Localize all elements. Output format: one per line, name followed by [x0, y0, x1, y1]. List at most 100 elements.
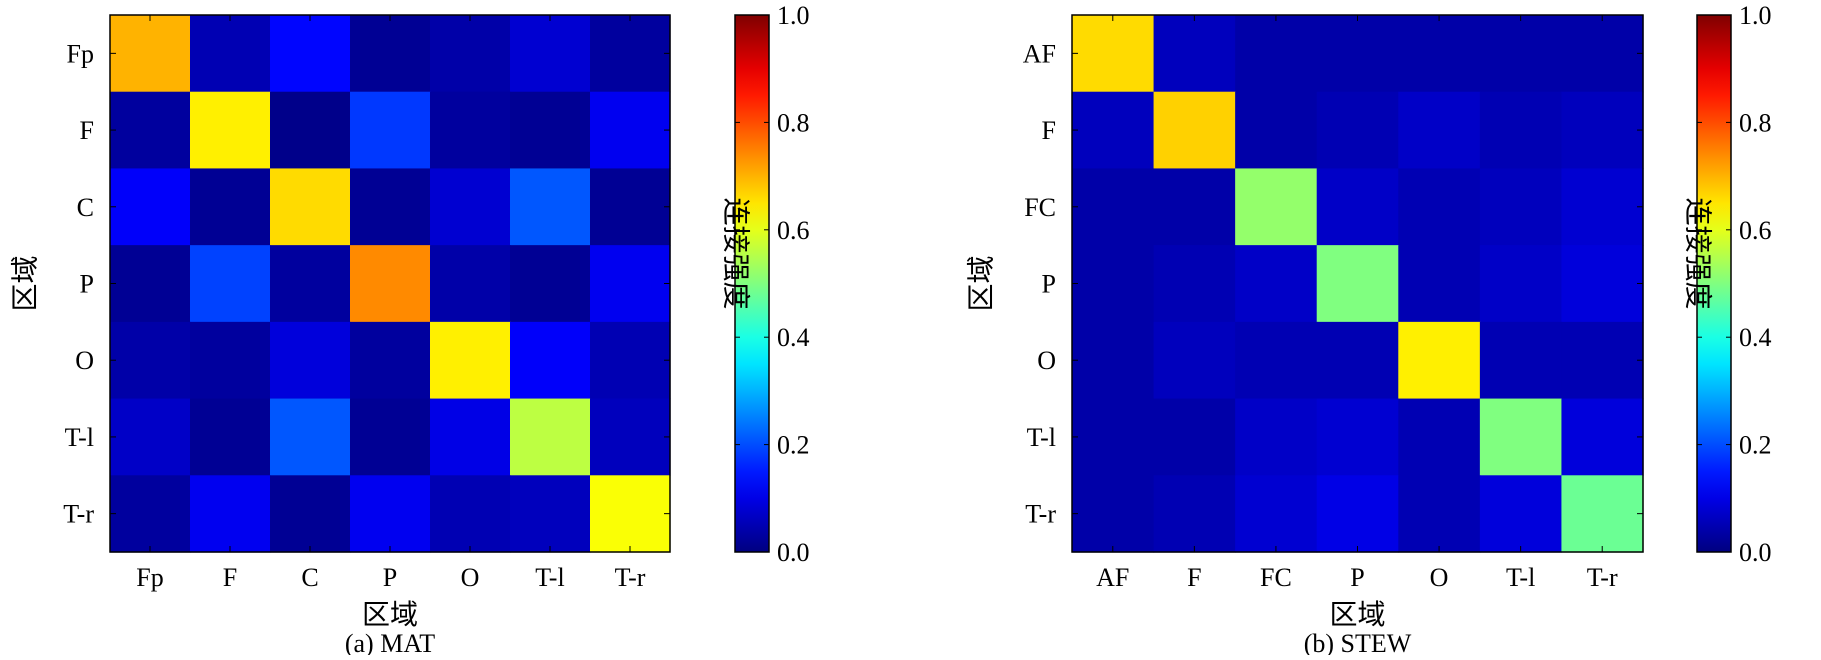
heatmap-cell-F-T-l — [510, 91, 591, 170]
colorbar — [1696, 14, 1732, 553]
heatmap-cell-FC-O — [1398, 168, 1481, 246]
heatmap-cell-C-O — [430, 168, 511, 246]
y-tick-label: P — [80, 270, 94, 299]
heatmap-cell-FC-P — [1316, 168, 1399, 246]
heatmap-cell-FC-F — [1153, 168, 1236, 246]
colorbar-tick-label: 1.0 — [1739, 1, 1772, 30]
heatmap-cell-P-AF — [1072, 245, 1155, 323]
heatmap-cell-T-l-T-l — [1479, 398, 1563, 476]
heatmap-cell-T-l-F — [1153, 398, 1236, 476]
x-axis-label: 区域 — [362, 599, 418, 631]
colorbar-tick-label: 0.6 — [777, 216, 810, 245]
heatmap-cell-Fp-Fp — [110, 15, 191, 93]
heatmap-cell-P-T-l — [510, 245, 591, 323]
heatmap-cell-FC-AF — [1072, 168, 1155, 246]
heatmap-cell-O-Fp — [110, 321, 191, 400]
heatmap-cell-T-r-T-l — [510, 475, 591, 553]
x-tick-label: T-r — [1587, 563, 1618, 592]
x-tick-label: FC — [1260, 563, 1292, 592]
y-tick-label: C — [77, 193, 94, 222]
heatmap-cell-AF-AF — [1072, 15, 1155, 93]
heatmap-cell-C-T-l — [510, 168, 591, 246]
heatmap-cell-F-O — [430, 91, 511, 170]
heatmap-cell-O-T-l — [1479, 321, 1563, 400]
x-tick-label: AF — [1096, 563, 1129, 592]
heatmap-cell-FC-FC — [1235, 168, 1318, 246]
colorbar-tick-label: 0.4 — [777, 323, 810, 352]
heatmap-cell-P-P — [350, 245, 431, 323]
panel-caption: (a) MAT — [345, 629, 435, 655]
heatmap-cell-FC-T-l — [1479, 168, 1563, 246]
y-tick-label: O — [1037, 346, 1056, 375]
colorbar-tick-label: 1.0 — [777, 1, 810, 30]
heatmap-cell-F-Fp — [110, 91, 191, 170]
heatmap-cell-Fp-T-r — [590, 15, 671, 93]
heatmap-cell-T-l-O — [1398, 398, 1481, 476]
heatmap-cell-P-P — [1316, 245, 1399, 323]
x-axis-label: 区域 — [1329, 599, 1385, 631]
colorbar-tick-label: 0.8 — [1739, 108, 1772, 137]
heatmap-cell-P-F — [190, 245, 271, 323]
heatmap-cell-T-r-T-r — [590, 475, 671, 553]
heatmap-cell-P-Fp — [110, 245, 191, 323]
heatmap-cell-P-T-r — [590, 245, 671, 323]
heatmap-cell-P-FC — [1235, 245, 1318, 323]
y-tick-label: T-l — [65, 423, 94, 452]
y-tick-label: T-r — [1025, 500, 1056, 529]
heatmap-cell-O-P — [350, 321, 431, 400]
heatmap-cell-F-FC — [1235, 91, 1318, 170]
x-tick-label: P — [383, 563, 397, 592]
x-tick-label: T-l — [1506, 563, 1535, 592]
heatmap-cell-O-T-r — [1561, 321, 1644, 400]
y-tick-label: O — [75, 346, 94, 375]
x-tick-label: O — [461, 563, 480, 592]
y-tick-label: F — [1042, 116, 1056, 145]
heatmap-cell-AF-O — [1398, 15, 1481, 93]
y-tick-label: AF — [1023, 39, 1056, 68]
heatmap-cell-F-F — [190, 91, 271, 170]
heatmap-cell-F-T-r — [1561, 91, 1644, 170]
heatmap-cell-T-l-O — [430, 398, 511, 476]
heatmap-cell-T-r-F — [1153, 475, 1236, 553]
heatmap-cell-P-T-l — [1479, 245, 1563, 323]
x-tick-label: C — [301, 563, 318, 592]
heatmap-cell-T-l-Fp — [110, 398, 191, 476]
heatmap-cell-P-C — [270, 245, 351, 323]
x-tick-label: Fp — [136, 563, 163, 592]
heatmap-cell-T-l-T-r — [1561, 398, 1644, 476]
heatmap-cell-C-T-r — [590, 168, 671, 246]
heatmap-cell-T-r-C — [270, 475, 351, 553]
y-tick-label: T-r — [63, 500, 94, 529]
heatmap-cell-O-F — [1153, 321, 1236, 400]
heatmap-cell-T-l-P — [350, 398, 431, 476]
heatmap-cell-T-r-T-l — [1479, 475, 1563, 553]
colorbar-tick-label: 0.0 — [777, 538, 810, 567]
y-tick-label: F — [80, 116, 94, 145]
heatmap-cell-P-O — [1398, 245, 1481, 323]
colorbar-label: 连接强度 — [1682, 197, 1714, 309]
heatmap-cell-Fp-P — [350, 15, 431, 93]
heatmap-cell-P-F — [1153, 245, 1236, 323]
heatmap-cell-C-F — [190, 168, 271, 246]
colorbar-tick-label: 0.8 — [777, 108, 810, 137]
heatmap-cell-T-r-O — [430, 475, 511, 553]
heatmap-cell-F-P — [1316, 91, 1399, 170]
heatmap-cell-Fp-T-l — [510, 15, 591, 93]
heatmap-cell-O-F — [190, 321, 271, 400]
y-tick-label: FC — [1024, 193, 1056, 222]
heatmap-cell-Fp-C — [270, 15, 351, 93]
heatmap-cell-P-O — [430, 245, 511, 323]
heatmap-cell-O-T-l — [510, 321, 591, 400]
heatmap-cell-T-l-P — [1316, 398, 1399, 476]
heatmap-cell-O-P — [1316, 321, 1399, 400]
heatmap-cell-AF-T-l — [1479, 15, 1563, 93]
heatmap-cell-T-l-T-r — [590, 398, 671, 476]
heatmap-cell-AF-P — [1316, 15, 1399, 93]
heatmap-cell-T-l-C — [270, 398, 351, 476]
heatmap-cell-F-C — [270, 91, 351, 170]
heatmap-cell-T-r-F — [190, 475, 271, 553]
x-tick-label: T-r — [615, 563, 646, 592]
heatmap-cell-T-r-P — [350, 475, 431, 553]
heatmap-cell-FC-T-r — [1561, 168, 1644, 246]
